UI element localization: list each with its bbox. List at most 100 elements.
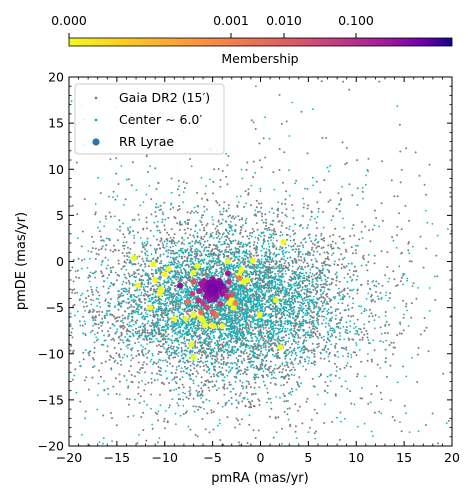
data-point: [147, 254, 149, 257]
data-point: [91, 376, 94, 379]
data-point: [278, 371, 281, 374]
data-point: [3, 230, 5, 232]
data-point: [127, 317, 129, 320]
data-point: [140, 281, 143, 284]
data-point: [352, 302, 354, 305]
data-point: [278, 220, 281, 222]
data-point: [206, 199, 209, 202]
data-point: [281, 211, 284, 214]
data-point: [317, 345, 320, 348]
data-point: [330, 298, 333, 301]
data-point: [60, 331, 62, 333]
data-point: [92, 317, 95, 320]
data-point: [245, 385, 248, 388]
data-point: [155, 344, 158, 347]
data-point: [250, 253, 253, 255]
data-point: [226, 341, 228, 344]
data-point: [425, 247, 428, 250]
data-point: [200, 306, 203, 308]
data-point: [393, 195, 396, 198]
data-point: [115, 172, 118, 175]
data-point: [320, 286, 323, 289]
data-point: [187, 313, 190, 316]
data-point: [198, 324, 201, 327]
data-point: [334, 362, 336, 365]
data-point: [216, 343, 219, 345]
data-point: [182, 386, 185, 389]
data-point: [53, 220, 55, 222]
data-point: [251, 339, 254, 342]
data-point: [177, 240, 180, 243]
data-point: [289, 346, 292, 349]
data-point: [176, 402, 179, 404]
data-point: [109, 327, 112, 330]
data-point: [251, 227, 254, 230]
data-point: [153, 290, 156, 293]
data-point: [117, 342, 120, 345]
data-point: [116, 273, 119, 276]
data-point: [136, 307, 139, 310]
data-point: [112, 357, 115, 360]
data-point: [305, 271, 308, 274]
data-point: [82, 315, 85, 318]
data-point: [133, 375, 136, 378]
data-point: [229, 214, 231, 217]
data-point: [151, 427, 154, 430]
data-point: [148, 331, 150, 334]
data-point: [319, 290, 322, 292]
data-point: [152, 311, 155, 314]
data-point: [279, 271, 281, 273]
data-point: [329, 243, 332, 246]
data-point: [251, 231, 254, 234]
data-point: [278, 311, 281, 314]
data-point: [370, 358, 373, 361]
data-point: [137, 353, 140, 356]
data-point: [251, 493, 253, 495]
data-point: [91, 235, 93, 238]
data-point: [214, 330, 217, 333]
data-point: [361, 256, 364, 259]
data-point: [286, 381, 289, 384]
data-point: [209, 265, 212, 268]
data-point: [248, 345, 250, 347]
data-point: [239, 355, 242, 358]
data-point: [308, 274, 310, 277]
data-point: [277, 320, 279, 323]
data-point: [454, 153, 456, 155]
data-point: [197, 241, 200, 244]
data-point: [25, 393, 27, 395]
data-point: [270, 371, 273, 374]
data-point: [163, 417, 166, 420]
data-point: [214, 247, 217, 250]
data-point: [32, 299, 34, 301]
data-point: [203, 349, 206, 352]
data-point: [365, 330, 368, 332]
data-point: [248, 319, 251, 322]
data-point: [245, 255, 248, 258]
data-point: [449, 191, 452, 194]
data-point: [213, 252, 216, 255]
data-point: [96, 331, 99, 334]
data-point: [94, 316, 97, 319]
data-point: [425, 326, 428, 329]
data-point: [361, 338, 364, 341]
data-point: [345, 146, 348, 149]
data-point: [99, 375, 102, 378]
data-point: [200, 393, 203, 396]
data-point: [292, 296, 295, 298]
data-point: [37, 329, 39, 331]
data-point: [222, 232, 225, 235]
data-point: [125, 252, 128, 255]
data-point: [117, 259, 120, 262]
data-point: [88, 309, 91, 312]
data-point: [174, 27, 176, 29]
data-point: [230, 338, 233, 341]
data-point: [83, 305, 85, 308]
data-point: [203, 250, 206, 252]
data-point: [53, 244, 55, 246]
data-point: [260, 206, 263, 209]
data-point: [104, 248, 107, 251]
data-point: [323, 179, 326, 182]
data-point: [326, 337, 329, 339]
data-point: [118, 219, 121, 222]
